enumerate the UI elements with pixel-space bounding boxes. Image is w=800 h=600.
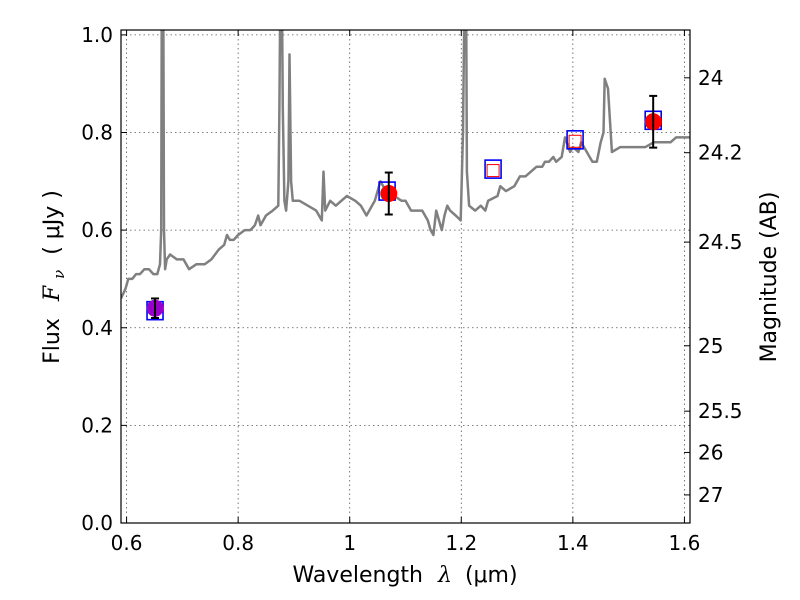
- y-axis-label: Flux F ν ( μJy ): [40, 190, 70, 364]
- x-axis-label-unit: (μm): [465, 563, 518, 588]
- x-tick-label: 1: [343, 531, 356, 555]
- x-tick-label: 1.2: [445, 531, 477, 555]
- magnitude-tick-label: 25: [698, 334, 723, 358]
- y-axis-label-unit: ( μJy ): [40, 190, 65, 255]
- magnitude-tick-label: 27: [698, 483, 723, 507]
- y-axis-label-text: Flux: [40, 318, 65, 364]
- magnitude-tick-label: 25.5: [698, 399, 743, 423]
- y-axis-label-subscript: ν: [50, 270, 68, 279]
- magnitude-tick-label: 24: [698, 66, 723, 90]
- y-tick-label: 0.0: [81, 511, 113, 535]
- axis-ticks: 0.6 0.8 1 1.2 1.4 1.6 0.0 0.2 0.4 0.6 0.8 1.0 24 24.2…: [81, 23, 742, 555]
- magnitude-tick-label: 24.5: [698, 230, 743, 254]
- x-tick-label: 0.6: [111, 531, 143, 555]
- y-tick-label: 0.2: [81, 413, 113, 437]
- right-axis-label: Magnitude (AB): [757, 192, 782, 363]
- x-tick-label: 0.8: [222, 531, 254, 555]
- magnitude-tick-label: 26: [698, 440, 723, 464]
- plot-marks: [121, 30, 690, 321]
- y-tick-label: 0.4: [81, 316, 113, 340]
- x-axis-label-text: Wavelength: [292, 563, 423, 588]
- plot-frame: [120, 29, 691, 524]
- model-photometry-square: [484, 159, 502, 179]
- x-axis-label-symbol: λ: [437, 563, 452, 588]
- y-axis-label-symbol: F: [40, 285, 65, 302]
- x-tick-label: 1.6: [669, 531, 701, 555]
- y-tick-label: 0.6: [81, 218, 113, 242]
- model-photometry-square: [566, 130, 584, 150]
- spectrum-line: [121, 30, 690, 300]
- synthetic-magnitude-square: [568, 134, 582, 148]
- synthetic-magnitude-square: [486, 164, 500, 178]
- x-tick-label: 1.4: [557, 531, 589, 555]
- x-axis-label: Wavelength λ (μm): [292, 563, 517, 588]
- y-tick-label: 1.0: [81, 23, 113, 47]
- magnitude-tick-label: 24.2: [698, 141, 743, 165]
- y-tick-label: 0.8: [81, 121, 113, 145]
